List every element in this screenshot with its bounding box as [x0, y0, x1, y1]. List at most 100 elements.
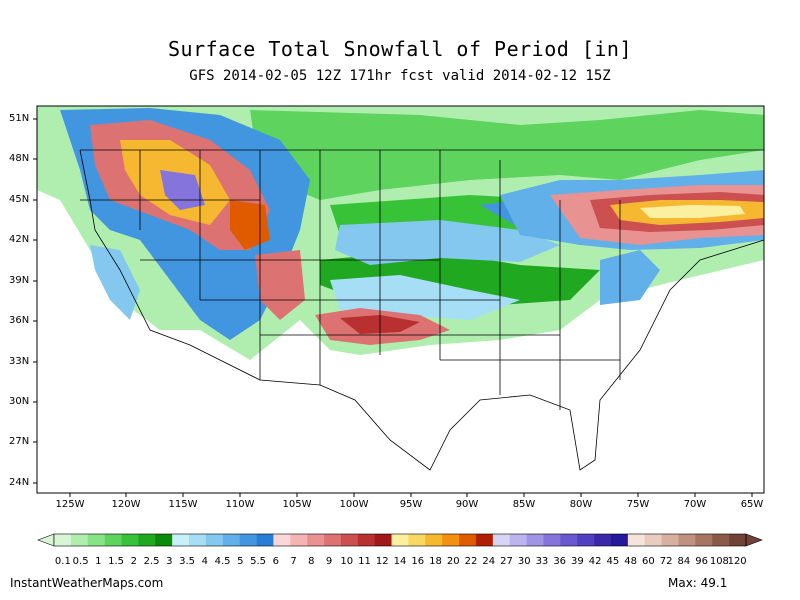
lat-label: 33N	[9, 356, 30, 367]
lon-label: 110W	[225, 499, 255, 510]
colorbar-swatch	[459, 534, 477, 546]
colorbar-tick-label: 22	[464, 556, 478, 567]
colorbar-swatch	[391, 534, 409, 546]
colorbar-swatch	[222, 534, 240, 546]
colorbar-swatch	[239, 534, 257, 546]
colorbar-tick-label: 4.5	[214, 556, 231, 567]
colorbar-swatch	[374, 534, 392, 546]
lat-label: 24N	[9, 477, 30, 488]
colorbar-tick-label: 10	[340, 556, 354, 567]
lon-label: 65W	[740, 499, 764, 510]
colorbar-tick-label: 30	[517, 556, 531, 567]
colorbar-swatch	[425, 534, 443, 546]
lon-label: 125W	[55, 499, 85, 510]
colorbar-tick-label: 48	[624, 556, 638, 567]
colorbar-swatch	[87, 534, 105, 546]
colorbar-swatch	[729, 534, 747, 546]
colorbar-tick-label: 84	[677, 556, 691, 567]
colorbar-tick-label: 2.5	[143, 556, 160, 567]
colorbar-swatch	[610, 534, 629, 546]
colorbar-tick-label: 27	[500, 556, 513, 567]
colorbar-swatch	[560, 534, 578, 546]
colorbar-tick-label: 39	[571, 556, 584, 567]
colorbar-swatch	[627, 534, 646, 546]
lon-label: 70W	[683, 499, 707, 510]
axis-ticks	[33, 118, 753, 497]
colorbar-swatch	[256, 534, 274, 546]
colorbar-tick-label: 72	[659, 556, 673, 567]
colorbar-max-arrow	[745, 533, 763, 547]
colorbar-tick-label: 1	[95, 556, 102, 567]
colorbar-tick-label: 33	[535, 556, 549, 567]
colorbar-swatch	[172, 534, 190, 546]
lon-label: 80W	[569, 499, 593, 510]
colorbar-swatch	[712, 534, 730, 546]
colorbar-tick-label: 36	[553, 556, 567, 567]
colorbar-swatch	[121, 534, 139, 546]
colorbar-tick-label: 5.5	[250, 556, 266, 567]
colorbar-tick-label: 3	[166, 556, 173, 567]
colorbar-swatch	[492, 534, 511, 546]
colorbar-swatch	[526, 534, 544, 546]
colorbar-swatch	[70, 534, 89, 546]
colorbar-tick-label: 9	[325, 556, 333, 567]
colorbar-swatch	[661, 534, 679, 546]
colorbar-tick-label: 120	[727, 556, 747, 567]
colorbar-tick-label: 20	[446, 556, 460, 567]
lat-label: 36N	[9, 315, 30, 326]
colorbar-tick-label: 12	[375, 556, 389, 567]
colorbar-tick-label: 0.5	[72, 556, 89, 567]
colorbar-tick-label: 3.5	[179, 556, 196, 567]
colorbar-swatch	[54, 534, 72, 546]
colorbar-tick-label: 6	[272, 556, 279, 567]
colorbar-swatch	[442, 534, 460, 546]
colorbar-tick-label: 11	[358, 556, 371, 567]
colorbar-swatch	[408, 534, 426, 546]
max-value: Max: 49.1	[668, 576, 728, 590]
lat-label: 45N	[9, 194, 30, 205]
colorbar-tick-label: 42	[588, 556, 602, 567]
colorbar-tick-label: 108	[709, 556, 729, 567]
colorbar-swatch	[273, 534, 291, 546]
colorbar-swatch	[357, 534, 375, 546]
map-subtitle: GFS 2014-02-05 12Z 171hr fcst valid 2014…	[189, 68, 611, 84]
lat-label: 51N	[9, 113, 30, 124]
lat-label: 48N	[9, 153, 30, 164]
lat-label: 27N	[9, 436, 30, 447]
colorbar-tick-label: 2	[130, 556, 138, 567]
colorbar-tick-label: 0.1	[54, 556, 71, 567]
map-frame	[36, 105, 765, 494]
colorbar-swatch	[290, 534, 308, 546]
colorbar-tick-label: 1.5	[108, 556, 125, 567]
colorbar-swatch	[543, 534, 561, 546]
colorbar-tick-label: 18	[429, 556, 442, 567]
colorbar-swatch	[138, 534, 156, 546]
colorbar-swatch	[594, 534, 612, 546]
colorbar-swatch	[577, 534, 595, 546]
colorbar-tick-label: 5	[237, 556, 244, 567]
lon-label: 100W	[339, 499, 369, 510]
colorbar-tick-label: 14	[393, 556, 407, 567]
colorbar-swatch	[678, 534, 696, 546]
colorbar-tick-label: 45	[606, 556, 620, 567]
lon-label: 85W	[512, 499, 536, 510]
lat-label: 39N	[9, 275, 30, 286]
snowfall-shading	[37, 106, 764, 360]
map-outlines	[79, 149, 764, 471]
lat-label: 42N	[9, 234, 30, 245]
colorbar-swatch	[475, 534, 494, 546]
colorbar-tick-label: 8	[308, 556, 315, 567]
colorbar-tick-label: 7	[290, 556, 297, 567]
colorbar-swatch	[509, 534, 527, 546]
colorbar	[37, 533, 763, 547]
colorbar-swatch	[104, 534, 122, 546]
colorbar-swatch	[205, 534, 224, 546]
colorbar-swatch	[695, 534, 713, 546]
colorbar-swatch	[340, 534, 359, 546]
colorbar-swatch	[644, 534, 662, 546]
colorbar-swatch	[324, 534, 342, 546]
colorbar-swatch	[307, 534, 325, 546]
lon-label: 95W	[399, 499, 423, 510]
colorbar-swatch	[189, 534, 207, 546]
